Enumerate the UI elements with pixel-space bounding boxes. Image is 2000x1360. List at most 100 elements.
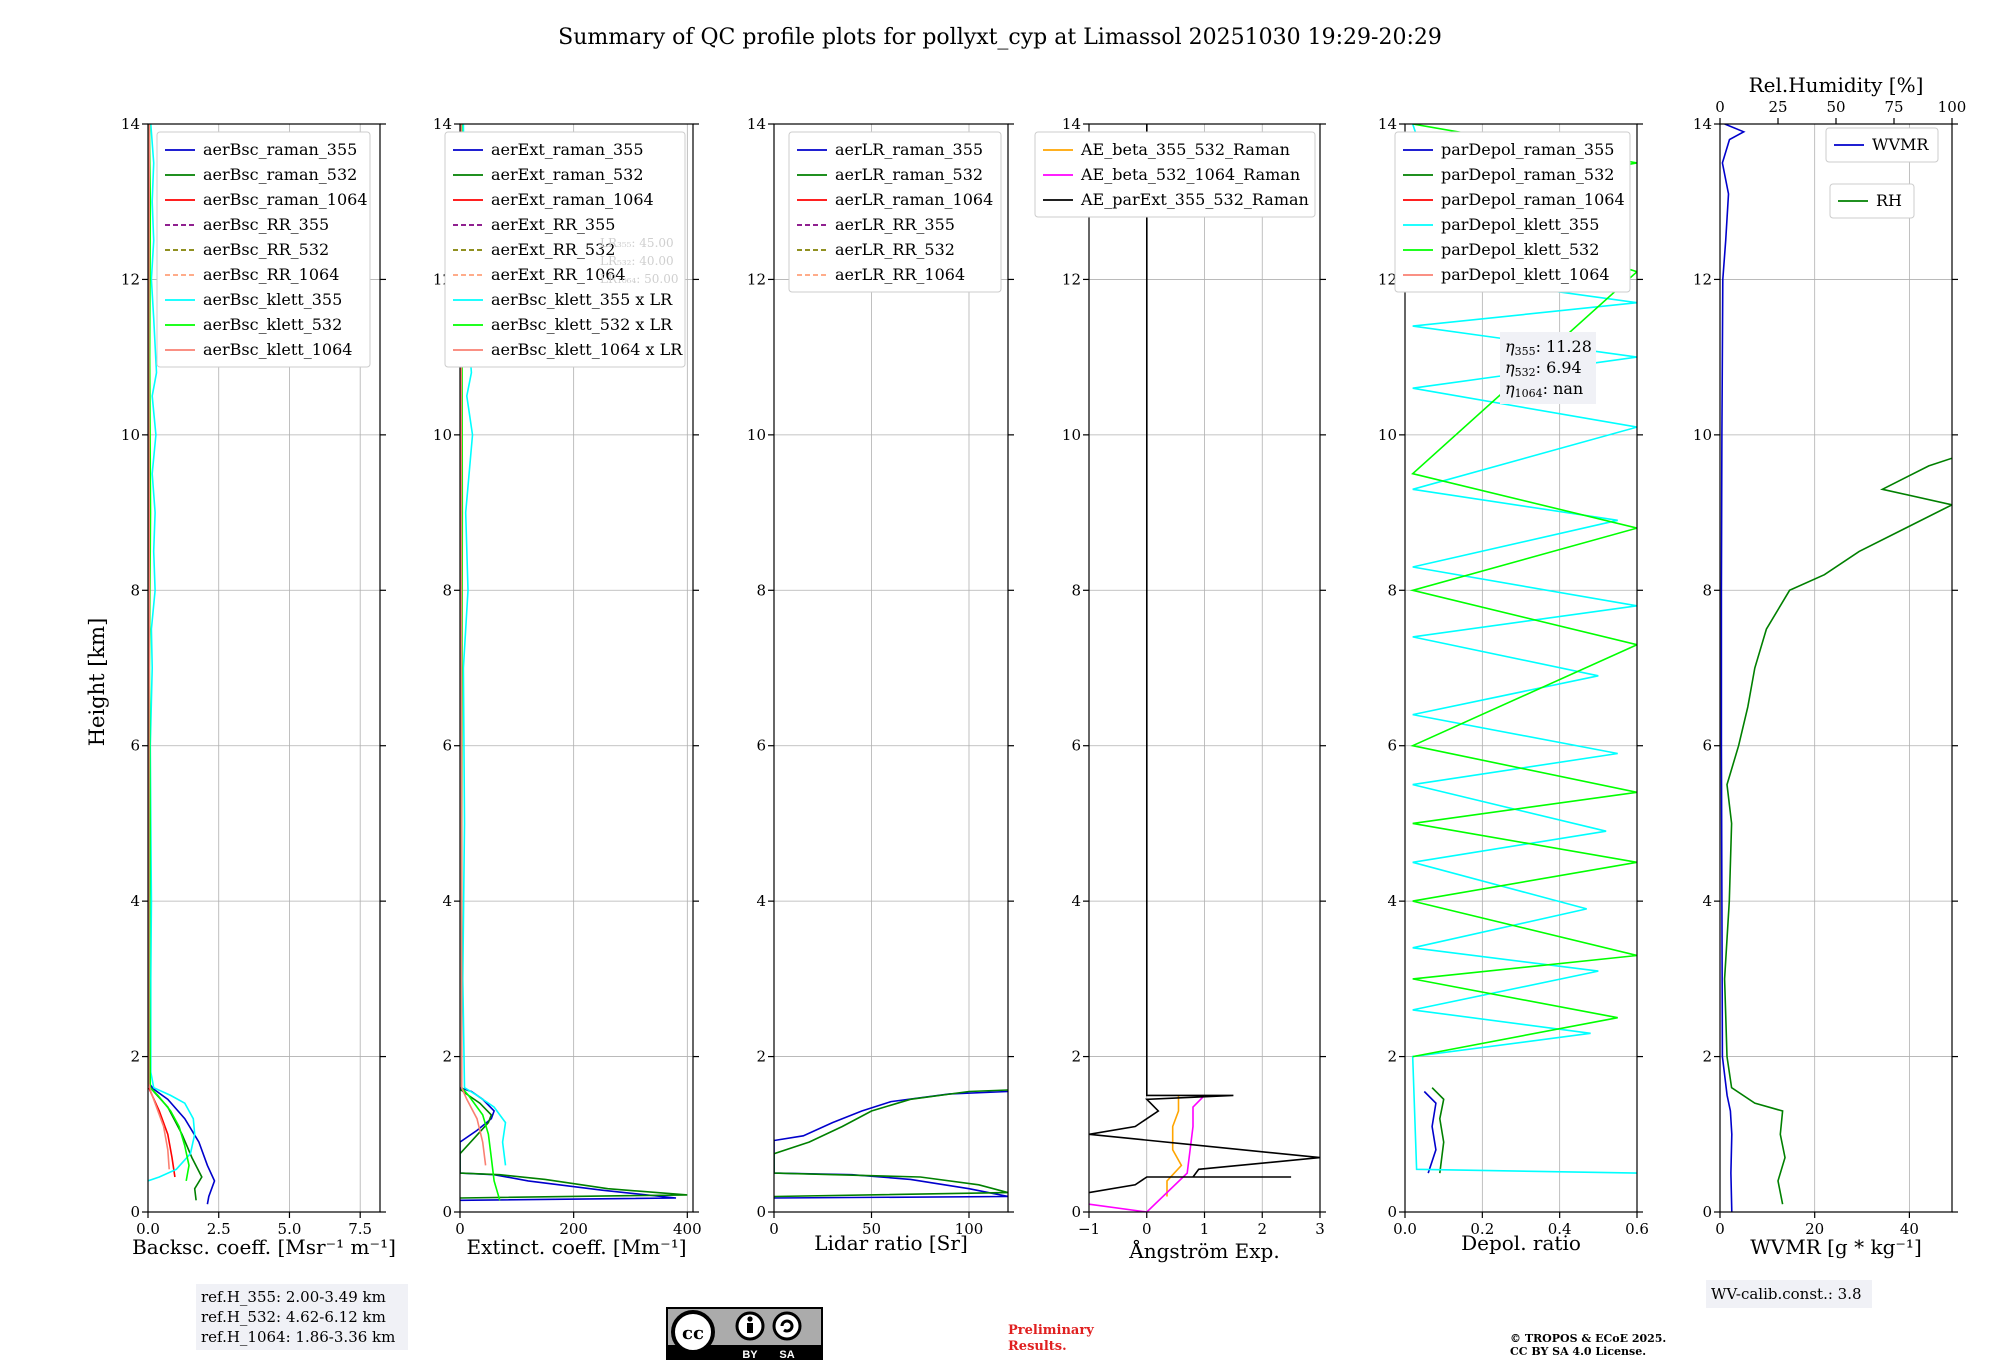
legend-box — [788, 131, 1002, 293]
y-tick-label: 8 — [1071, 581, 1081, 599]
y-tick-label: 2 — [756, 1048, 766, 1066]
sa-icon — [772, 1311, 802, 1341]
x-tick-label: 3 — [1315, 1220, 1325, 1238]
panel-bsc: 0.0 2.5 5.0 7.5 0 2 4 6 8 10 12 14 Backsc. coeff. [M… — [121, 115, 408, 1350]
series-line-aerbsc-klett-355-x-lr — [461, 124, 507, 1166]
legend-label: parDepol_klett_532 — [1441, 240, 1599, 259]
series-line-aerbsc-raman-355 — [148, 1083, 216, 1205]
legend-label: aerBsc_klett_355 — [203, 290, 342, 309]
legend-label: aerExt_raman_1064 — [491, 190, 654, 209]
y-tick-label: 4 — [1702, 892, 1712, 910]
by-person-body — [747, 1323, 753, 1333]
x-axis-label: WVMR [g * kg⁻¹] — [1750, 1235, 1922, 1259]
legend-label: aerBsc_raman_532 — [203, 165, 357, 184]
y-tick-label: 4 — [442, 892, 452, 910]
legend-label: aerBsc_klett_532 x LR — [491, 315, 673, 334]
eta-subscript: 355 — [1515, 345, 1536, 358]
legend-label: aerLR_RR_355 — [835, 215, 955, 234]
y-tick-label: 8 — [442, 581, 452, 599]
x-axis-label: Backsc. coeff. [Msr⁻¹ m⁻¹] — [132, 1235, 396, 1259]
y-tick-label: 2 — [442, 1048, 452, 1066]
eta-symbol: η — [1505, 379, 1515, 398]
legend-label: aerExt_RR_1064 — [491, 265, 626, 284]
legend-label: parDepol_raman_532 — [1441, 165, 1614, 184]
series-line-aerbsc-klett-1064 — [148, 124, 170, 1170]
y-tick-label: 10 — [121, 426, 140, 444]
legend: AE_beta_355_532_Raman AE_beta_532_1064_Ra… — [1034, 131, 1316, 218]
x-tick-label: 0 — [455, 1220, 465, 1238]
legend-label: aerBsc_RR_355 — [203, 215, 329, 234]
y-tick-label: 12 — [1693, 270, 1712, 288]
y-tick-label: 2 — [1071, 1048, 1081, 1066]
legend-label: aerExt_raman_532 — [491, 165, 644, 184]
y-tick-label: 4 — [1387, 892, 1397, 910]
legend-label: aerBsc_klett_532 — [203, 315, 342, 334]
legend-label: aerBsc_klett_355 x LR — [491, 290, 673, 309]
legend-label: aerBsc_klett_1064 — [203, 340, 352, 359]
series-group — [148, 124, 216, 1205]
y-tick-label: 10 — [747, 426, 766, 444]
series-group — [1720, 124, 1952, 1212]
x-tick-label: 5.0 — [278, 1220, 302, 1238]
x-tick-label: 0.6 — [1625, 1220, 1649, 1238]
preliminary-line-1: Preliminary — [1008, 1323, 1094, 1338]
y-tick-label: 8 — [756, 581, 766, 599]
figure-title: Summary of QC profile plots for pollyxt_… — [558, 25, 1442, 50]
y-tick-label: 6 — [130, 737, 140, 755]
y-axis-label: Height [km] — [85, 618, 109, 747]
panel-lr: 0 50 100 0 2 4 6 8 10 12 14 Lidar ratio [Sr] aerLR_r… — [747, 115, 1014, 1255]
top-tick-label: 100 — [1938, 98, 1967, 116]
eta-subscript: 1064 — [1515, 387, 1543, 400]
y-tick-label: 14 — [1378, 115, 1397, 133]
eta-line: η532: 6.94 — [1505, 358, 1582, 379]
series-group — [460, 124, 688, 1202]
legend-label: aerBsc_raman_1064 — [203, 190, 368, 209]
x-tick-label: 0 — [1142, 1220, 1152, 1238]
y-tick-label: 6 — [1387, 737, 1397, 755]
y-tick-label: 6 — [1702, 737, 1712, 755]
legend-label: AE_beta_355_532_Raman — [1080, 140, 1290, 159]
y-tick-label: 0 — [130, 1203, 140, 1221]
legend: aerExt_raman_355 aerExt_raman_532 aerExt_r… — [444, 131, 686, 368]
y-tick-label: 8 — [1387, 581, 1397, 599]
series-group — [774, 1089, 1008, 1199]
x-tick-label: 200 — [559, 1220, 588, 1238]
refh-box — [196, 1284, 408, 1350]
x-axis-label: Ångström Exp. — [1128, 1238, 1279, 1263]
legend-label: aerBsc_klett_1064 x LR — [491, 340, 683, 359]
x-tick-label: 0.0 — [136, 1220, 160, 1238]
y-tick-label: 14 — [1693, 115, 1712, 133]
y-tick-label: 8 — [1702, 581, 1712, 599]
y-tick-label: 12 — [121, 270, 140, 288]
copyright-line-1: © TROPOS & ECoE 2025. — [1510, 1332, 1666, 1345]
legend-label: aerExt_raman_355 — [491, 140, 644, 159]
y-tick-label: 6 — [1071, 737, 1081, 755]
legend-label: aerExt_RR_355 — [491, 215, 615, 234]
sa-arrow-icon — [780, 1319, 794, 1333]
top-axis-label: Rel.Humidity [%] — [1749, 73, 1924, 97]
series-line-aerbsc-klett-355 — [148, 124, 196, 1182]
eta-value: : 11.28 — [1536, 337, 1592, 356]
y-tick-label: 0 — [1387, 1203, 1397, 1221]
legend-label: parDepol_raman_1064 — [1441, 190, 1625, 209]
legend: aerLR_raman_355 aerLR_raman_532 aerLR_rama… — [788, 131, 1002, 293]
x-tick-label: 40 — [1900, 1220, 1919, 1238]
eta-subscript: 532 — [1515, 366, 1536, 379]
lr-note: LR₁₀₆₄: 50.00 — [600, 272, 678, 286]
legend-label: parDepol_klett_1064 — [1441, 265, 1610, 284]
legend-box-wvmr — [1825, 127, 1939, 163]
y-tick-label: 0 — [1702, 1203, 1712, 1221]
legend-box — [1034, 131, 1316, 218]
wv-calib-box — [1706, 1280, 1872, 1308]
x-tick-label: 1 — [1200, 1220, 1210, 1238]
legend-label: aerBsc_raman_355 — [203, 140, 357, 159]
legend-label: AE_parExt_355_532_Raman — [1080, 190, 1309, 209]
legend-label-rh: RH — [1876, 191, 1902, 210]
by-person-head — [747, 1316, 753, 1322]
series-line-ae-parext-355-532-raman — [1089, 124, 1320, 1194]
x-tick-label: 20 — [1805, 1220, 1824, 1238]
top-tick-label: 75 — [1884, 98, 1903, 116]
x-tick-label: −1 — [1078, 1220, 1100, 1238]
eta-symbol: η — [1505, 337, 1515, 356]
